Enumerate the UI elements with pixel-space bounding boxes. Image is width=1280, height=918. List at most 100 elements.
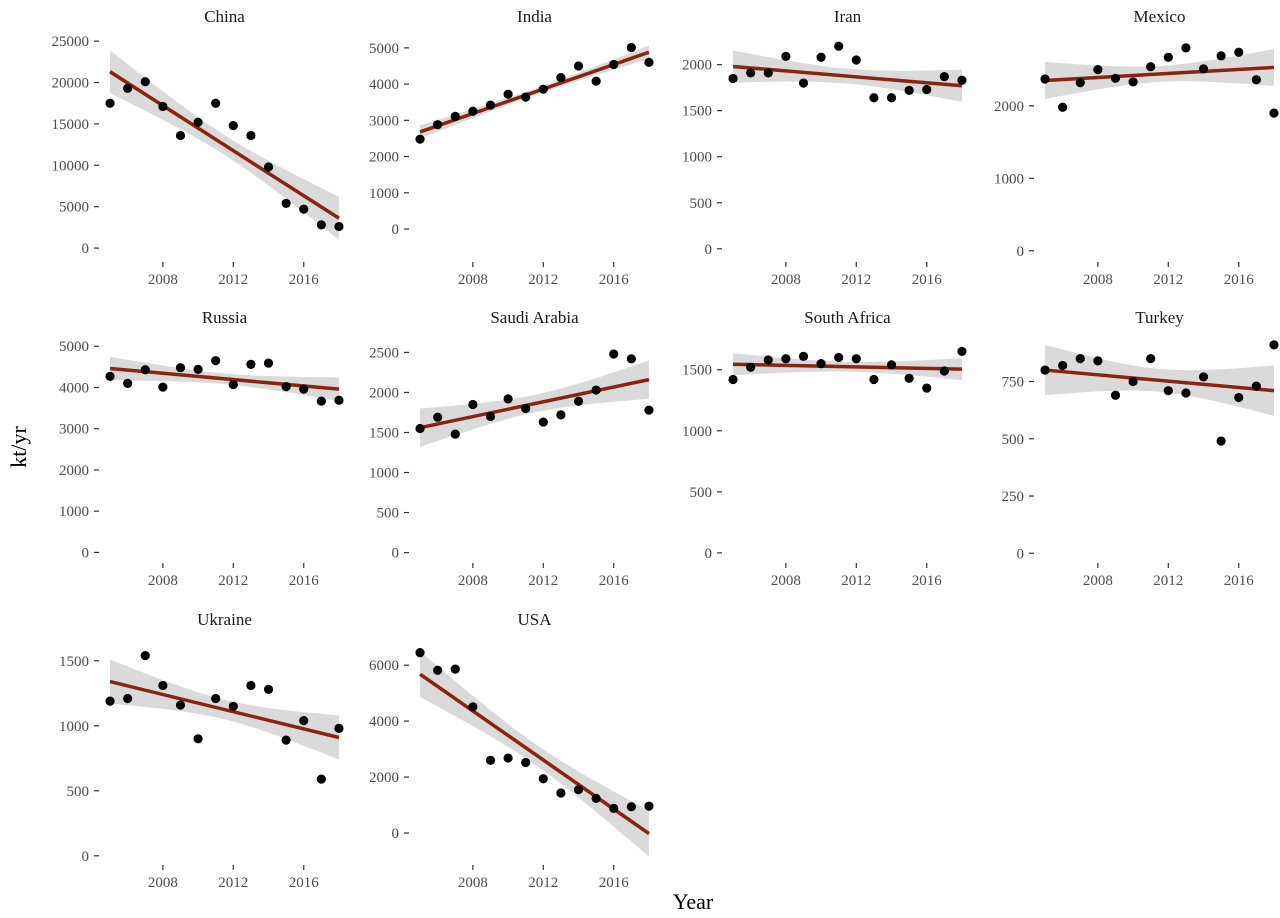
data-point [591,793,601,803]
data-point [851,55,861,65]
data-point [1093,65,1103,75]
y-tick-label: 15000 [52,117,90,133]
data-point [1075,78,1085,88]
y-tick-label: 2000 [682,58,712,74]
data-point [334,723,344,734]
trend-line [419,377,650,430]
data-point [415,647,425,658]
y-tick-label: 1500 [682,363,712,379]
data-point [1110,390,1121,400]
y-tick-label: 2000 [369,770,399,786]
data-point [468,399,478,410]
y-tick-label: 0 [705,546,713,562]
facet-title: China [204,7,245,26]
data-point [503,89,513,99]
x-tick-label: 2012 [1153,272,1183,288]
x-tick-label: 2012 [841,272,871,288]
data-point [299,716,309,726]
data-point [746,68,756,78]
data-point [246,359,256,369]
data-point [798,351,809,361]
trend-line [1044,368,1275,393]
x-tick-label: 2012 [528,875,558,891]
y-tick-label: 6000 [369,658,399,674]
data-point [450,111,460,121]
facet-title: Russia [202,308,248,327]
y-tick-label: 0 [392,222,400,238]
data-point [626,802,636,812]
data-point [728,73,738,84]
data-point [591,76,601,86]
data-point [834,41,844,51]
y-tick-label: 1500 [59,654,89,670]
data-point [175,130,186,141]
data-point [211,356,221,366]
data-point [228,379,238,390]
data-point [1058,360,1068,371]
data-point [1163,386,1173,396]
data-point [521,92,531,102]
data-point [503,394,513,404]
data-point [334,395,344,405]
y-tick-label: 250 [1002,489,1025,505]
y-tick-label: 0 [705,242,713,258]
data-point [763,68,773,78]
y-tick-label: 3000 [59,422,89,438]
x-tick-label: 2016 [1224,573,1255,589]
data-point [246,680,256,691]
data-point [193,734,203,744]
data-point [1234,47,1244,57]
data-point [573,785,584,795]
y-tick-label: 2500 [369,345,399,361]
data-point [728,374,738,385]
x-tick-label: 2008 [771,272,801,288]
facet-panel-saudi-arabia: Saudi Arabia 0 500 1000 1500 2000 2500 2008 2012… [369,308,654,589]
y-tick-label: 0 [82,849,90,865]
trend-line [109,70,340,220]
x-tick-label: 2012 [218,875,248,891]
y-tick-label: 0 [392,826,400,842]
y-tick-label: 500 [690,485,713,501]
facet-title: India [517,7,552,26]
x-tick-label: 2016 [289,272,320,288]
data-point [123,693,133,704]
data-point [556,788,566,798]
data-point [281,382,291,392]
y-tick-label: 1000 [59,719,89,735]
data-point [193,117,203,127]
x-tick-label: 2008 [148,272,178,288]
y-tick-label: 4000 [59,380,89,396]
data-point [334,221,344,232]
data-point [123,83,133,93]
y-tick-label: 2000 [369,150,399,166]
data-point [538,84,548,94]
data-point [175,363,186,373]
x-tick-label: 2016 [599,272,630,288]
x-tick-label: 2008 [458,875,488,891]
data-point [228,701,238,711]
data-point [158,101,168,112]
data-point [1198,64,1209,74]
data-point [140,651,150,661]
y-tick-label: 0 [82,241,90,257]
data-point [573,61,584,71]
y-tick-label: 2000 [59,463,89,479]
data-point [644,405,654,415]
data-point [281,198,291,208]
x-tick-label: 2016 [912,573,943,589]
data-point [433,120,443,130]
data-point [433,412,443,422]
y-tick-label: 750 [1002,375,1025,391]
y-tick-label: 1500 [682,104,712,120]
x-tick-label: 2016 [289,875,320,891]
data-point [485,100,496,110]
data-point [299,384,309,394]
facet-panel-iran: Iran 0 500 1000 1500 2000 2008 2012 2016 [682,7,967,288]
data-point [798,78,809,88]
data-point [1163,52,1173,62]
data-point [228,120,238,131]
data-point [468,702,478,712]
data-point [763,355,773,365]
data-point [1251,381,1261,391]
